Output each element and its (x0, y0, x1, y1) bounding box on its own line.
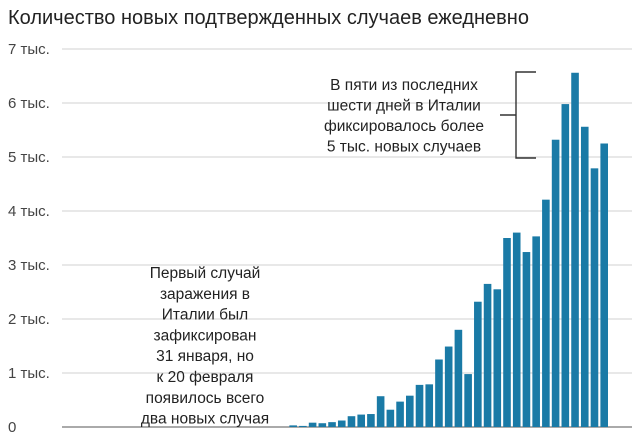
annotation-first-case-line: заражения в (160, 286, 250, 303)
bar (357, 414, 365, 427)
bar (542, 199, 550, 427)
bar (376, 396, 385, 427)
y-tick-label: 3 тыс. (8, 257, 50, 274)
annotation-first-case-line: Италии был (162, 307, 248, 324)
y-tick-label: 0 (8, 419, 16, 436)
annotations: Первый случай заражения в Италии был зафикс… (141, 71, 536, 428)
bar (386, 409, 395, 427)
bar (425, 384, 434, 427)
chart-title: Количество новых подтвержденных случаев … (8, 7, 529, 29)
annotation-last-days-line: фиксировалось более (324, 118, 484, 135)
annotation-first-case-line: появилось всего (146, 390, 265, 407)
bar (328, 422, 336, 427)
bar (299, 425, 307, 427)
bar (406, 395, 414, 427)
bar (503, 238, 511, 427)
annotation-first-case-line: к 20 февраля (157, 369, 254, 386)
bar (464, 374, 472, 427)
bar (474, 301, 482, 427)
annotation-bracket (500, 71, 536, 159)
bar (318, 423, 327, 427)
bar (396, 401, 404, 427)
y-axis-tick-labels: 0 1 тыс. 2 тыс. 3 тыс. 4 тыс. 5 тыс. 6 тыс. 7 т… (8, 41, 50, 436)
bar (308, 422, 317, 427)
bar (435, 359, 443, 427)
annotation-first-case-line: 31 января, но (156, 348, 254, 365)
bar (532, 236, 540, 427)
annotation-first-case-line: два новых случая (141, 411, 269, 428)
y-tick-label: 7 тыс. (8, 41, 50, 58)
y-tick-label: 6 тыс. (8, 95, 50, 112)
bar (415, 384, 424, 427)
bar (493, 289, 502, 427)
gridlines (62, 48, 632, 428)
bar (289, 425, 297, 427)
bar (580, 126, 589, 427)
annotation-last-days-line: В пяти из последних (330, 77, 478, 94)
bar (444, 346, 453, 427)
y-tick-label: 2 тыс. (8, 311, 50, 328)
bar (590, 168, 599, 427)
bars (289, 72, 608, 427)
bar (512, 232, 521, 427)
bar (522, 252, 531, 427)
annotation-first-case-line: Первый случай (150, 265, 261, 282)
bar (367, 414, 375, 427)
bar (571, 72, 579, 427)
bar (337, 420, 346, 427)
annotation-first-case-line: зафиксирован (154, 327, 257, 344)
y-tick-label: 1 тыс. (8, 365, 50, 382)
annotation-last-days-line: 5 тыс. новых случаев (327, 139, 481, 156)
bar (454, 329, 463, 427)
y-tick-label: 4 тыс. (8, 203, 50, 220)
bar (483, 283, 492, 427)
bar (561, 104, 570, 427)
bar (347, 416, 356, 427)
y-tick-label: 5 тыс. (8, 149, 50, 166)
bar (551, 139, 560, 427)
bar (600, 143, 608, 427)
annotation-last-days-line: шести дней в Италии (327, 98, 481, 115)
